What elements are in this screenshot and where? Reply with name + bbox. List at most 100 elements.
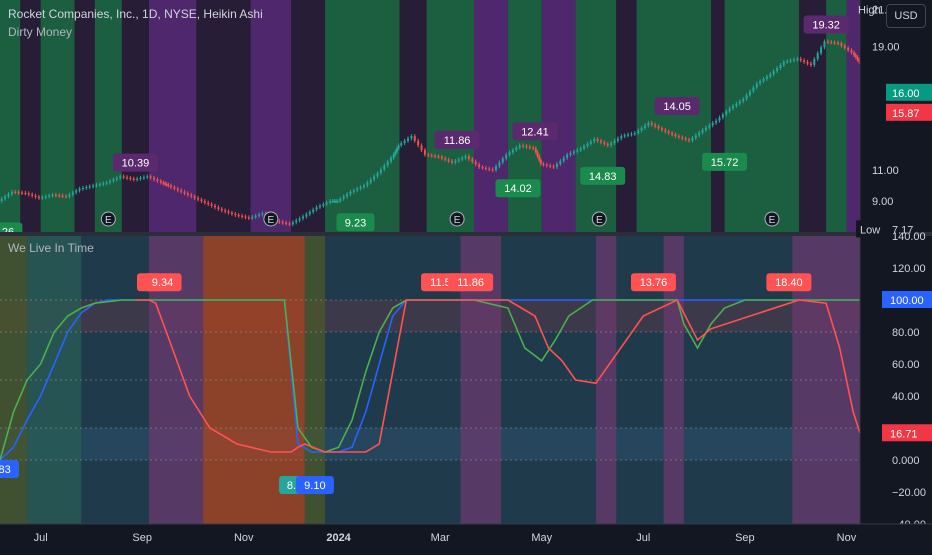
price-candle: [403, 140, 406, 144]
price-candle: [322, 204, 325, 206]
price-candle: [799, 58, 802, 61]
price-candle: [331, 201, 334, 203]
price-candle: [542, 163, 545, 166]
price-candle: [572, 151, 575, 154]
osc-signal-box: [295, 476, 334, 494]
signal-label-text: 19.32: [812, 19, 840, 31]
earnings-marker: E: [449, 211, 465, 227]
price-candle: [423, 150, 426, 155]
price-candle: [549, 165, 552, 167]
price-candle: [440, 156, 443, 159]
prev-price-box: [886, 103, 932, 121]
price-band: [291, 0, 326, 232]
osc-band: [27, 236, 41, 524]
price-candle: [68, 194, 71, 197]
price-candle: [603, 142, 606, 144]
price-candle: [823, 41, 826, 48]
price-tick-label: 19.00: [872, 41, 900, 53]
price-candle: [677, 136, 680, 138]
price-candle: [599, 140, 602, 143]
signal-label-text: 11.86: [444, 135, 471, 147]
price-candle: [237, 214, 240, 217]
price-candle: [362, 185, 365, 188]
price-candle: [132, 178, 135, 180]
osc-tick-label: 0.000: [892, 455, 920, 467]
price-candle: [434, 155, 437, 157]
price-candle: [745, 95, 748, 99]
price-candle: [816, 53, 819, 60]
price-candle: [386, 161, 389, 166]
price-band: [20, 0, 41, 232]
price-candle: [728, 108, 731, 112]
price-candle: [732, 105, 735, 109]
time-tick-label: Nov: [234, 532, 254, 544]
price-candle: [234, 213, 237, 216]
price-candle: [153, 177, 156, 180]
price-candle: [566, 154, 569, 158]
price-candle: [576, 150, 579, 152]
price-candle: [847, 47, 850, 51]
earnings-marker: E: [100, 211, 116, 227]
price-candle: [4, 196, 7, 199]
time-tick-label: Sep: [735, 532, 755, 544]
price-candle: [532, 147, 535, 149]
price-candle: [156, 179, 159, 181]
price-candle: [474, 161, 477, 165]
price-candle: [169, 185, 172, 188]
price-candle: [51, 194, 54, 197]
time-tick-label: Nov: [837, 532, 857, 544]
price-candle: [538, 156, 541, 161]
high-label: High21.38: [858, 5, 900, 17]
osc-signal-box: [766, 273, 812, 292]
price-candle: [640, 127, 643, 131]
price-candle: [792, 59, 795, 61]
price-candle: [413, 136, 416, 141]
osc-signal-text: 8.83: [0, 464, 11, 476]
price-candle: [454, 160, 457, 163]
price-candle: [694, 135, 697, 139]
price-candle: [369, 179, 372, 183]
osc-tick-label: 80.00: [892, 327, 920, 339]
price-candle: [762, 78, 765, 82]
price-candle: [430, 155, 433, 157]
signal-label-text: 9.23: [345, 217, 366, 229]
price-candle: [620, 136, 623, 139]
price-candle: [95, 184, 98, 187]
price-candle: [534, 148, 537, 153]
price-candle: [481, 167, 484, 169]
price-candle: [539, 160, 542, 164]
price-candle: [688, 139, 691, 141]
price-band: [711, 0, 725, 232]
osc-current-tag-2: 16.71: [882, 424, 932, 442]
price-candle: [555, 163, 558, 168]
buy-signal-label: 14.02: [495, 179, 541, 198]
price-candle: [261, 213, 264, 215]
price-candle: [579, 148, 582, 151]
price-candle: [349, 191, 352, 195]
price-candle: [335, 201, 338, 203]
price-candle: [220, 208, 223, 211]
price-candle: [27, 193, 30, 195]
price-candle: [165, 184, 168, 186]
price-candle: [7, 194, 10, 197]
earnings-marker-text: E: [454, 215, 461, 226]
price-candle: [660, 128, 663, 130]
price-candle: [247, 217, 250, 219]
osc-current-tag: 100.00: [882, 291, 932, 308]
price-candle: [258, 214, 261, 216]
price-tick-label: 9.00: [872, 196, 893, 208]
price-candle: [671, 133, 674, 135]
currency-button[interactable]: USD: [886, 4, 926, 28]
price-candle: [342, 196, 345, 199]
price-candle: [586, 143, 589, 147]
price-candle: [471, 158, 474, 162]
price-candle: [48, 195, 51, 197]
osc-signal-box: [0, 460, 19, 478]
price-candle: [288, 223, 291, 225]
price-candle: [518, 145, 521, 148]
sell-signal-label: 14.05: [654, 96, 700, 115]
price-band: [196, 0, 251, 232]
price-candle: [840, 43, 843, 46]
price-band: [799, 0, 827, 232]
